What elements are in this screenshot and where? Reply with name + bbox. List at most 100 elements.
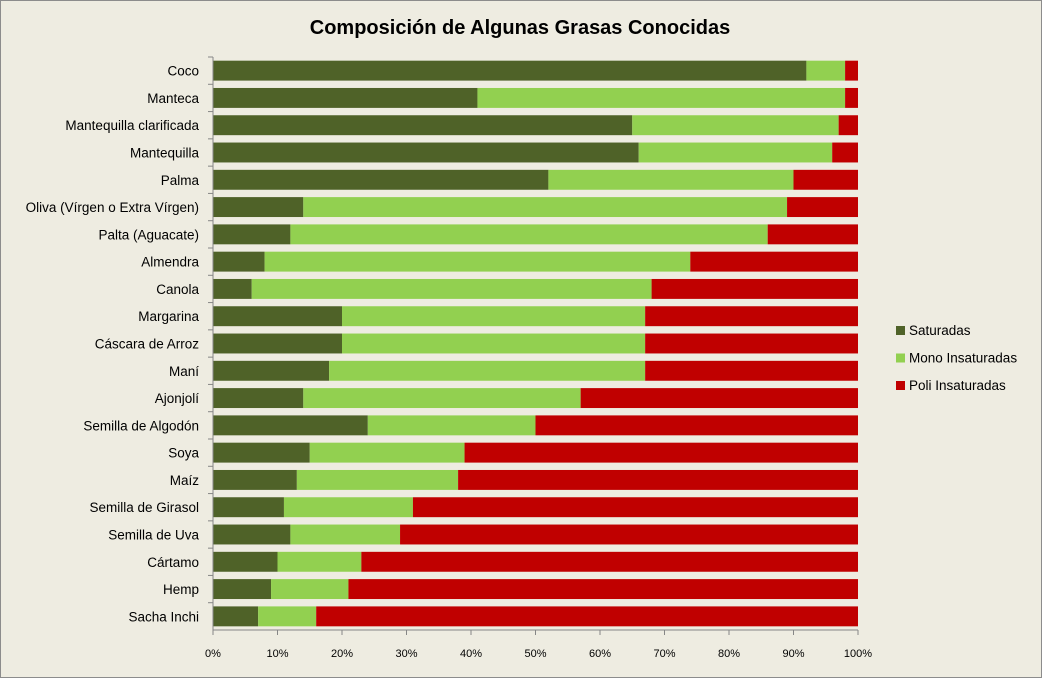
bar-segment xyxy=(316,606,858,627)
bar-segment xyxy=(271,579,349,600)
bar-segment xyxy=(638,142,833,163)
bar-segment xyxy=(296,469,459,490)
bar-segment xyxy=(213,442,310,463)
bar-segment xyxy=(580,388,858,409)
bar-segment xyxy=(361,551,858,572)
bar-segment xyxy=(213,360,330,381)
bar-segment xyxy=(213,115,633,136)
x-tick-label: 70% xyxy=(653,648,675,660)
x-tick-label: 60% xyxy=(589,648,611,660)
bar-segment xyxy=(213,251,265,272)
bar-segment xyxy=(213,469,297,490)
category-label: Mantequilla xyxy=(130,146,200,161)
category-label: Cáscara de Arroz xyxy=(95,337,200,352)
bar-segment xyxy=(651,278,858,299)
category-label: Ajonjolí xyxy=(155,391,200,406)
bar-segment xyxy=(645,333,858,354)
bar-segment xyxy=(213,524,291,545)
legend-label: Poli Insaturadas xyxy=(909,378,1006,393)
bar-segment xyxy=(412,497,858,518)
x-tick-label: 90% xyxy=(782,648,804,660)
bar-segment xyxy=(213,169,549,190)
bar-segment xyxy=(213,497,284,518)
bar-segment xyxy=(213,606,259,627)
bar-segment xyxy=(367,415,536,436)
category-label: Maní xyxy=(169,364,199,379)
bar-segment xyxy=(213,87,478,108)
x-tick-label: 30% xyxy=(395,648,417,660)
bar-segment xyxy=(251,278,652,299)
category-label: Semilla de Girasol xyxy=(89,500,199,515)
bar-segment xyxy=(342,333,646,354)
category-label: Semilla de Uva xyxy=(108,528,199,543)
bar-segment xyxy=(329,360,646,381)
category-label: Almendra xyxy=(141,255,199,270)
bar-segment xyxy=(548,169,794,190)
bar-segment xyxy=(213,197,304,218)
legend-label: Mono Insaturadas xyxy=(909,351,1017,366)
bar-segment xyxy=(309,442,465,463)
x-tick-label: 50% xyxy=(524,648,546,660)
bar-segment xyxy=(264,251,691,272)
category-label: Maíz xyxy=(170,473,200,488)
bar-segment xyxy=(213,333,342,354)
bar-segment xyxy=(838,115,858,136)
bar-segment xyxy=(258,606,317,627)
bar-segment xyxy=(845,87,858,108)
category-label: Coco xyxy=(167,64,199,79)
bar-segment xyxy=(277,551,362,572)
bar-segment xyxy=(213,306,342,327)
bar-segment xyxy=(303,388,581,409)
x-tick-label: 10% xyxy=(266,648,288,660)
bar-segment xyxy=(213,551,278,572)
category-label: Manteca xyxy=(147,91,199,106)
bar-segment xyxy=(213,579,272,600)
bar-segment xyxy=(645,306,858,327)
chart-title: Composición de Algunas Grasas Conocidas xyxy=(310,17,730,39)
category-label: Cártamo xyxy=(147,555,199,570)
category-label: Canola xyxy=(156,282,199,297)
bar-segment xyxy=(290,524,401,545)
x-tick-label: 100% xyxy=(844,648,872,660)
bar-segment xyxy=(213,415,368,436)
category-label: Sacha Inchi xyxy=(128,609,199,624)
bar-segment xyxy=(458,469,858,490)
category-label: Margarina xyxy=(138,309,199,324)
bar-segment xyxy=(400,524,858,545)
bar-segment xyxy=(787,197,858,218)
bar-segment xyxy=(213,388,304,409)
bar-segment xyxy=(535,415,858,436)
bar-segment xyxy=(213,278,252,299)
bar-segment xyxy=(213,142,639,163)
legend-swatch xyxy=(896,381,905,390)
bar-segment xyxy=(283,497,413,518)
category-label: Oliva (Vírgen o Extra Vírgen) xyxy=(26,200,199,215)
bar-segment xyxy=(290,224,768,245)
category-label: Semilla de Algodón xyxy=(83,418,199,433)
bar-segment xyxy=(342,306,646,327)
legend-swatch xyxy=(896,326,905,335)
category-label: Mantequilla clarificada xyxy=(65,118,199,133)
x-tick-label: 0% xyxy=(205,648,221,660)
bar-segment xyxy=(303,197,788,218)
bar-segment xyxy=(793,169,858,190)
bar-segment xyxy=(213,224,291,245)
x-tick-label: 80% xyxy=(718,648,740,660)
bar-segment xyxy=(845,60,858,81)
x-tick-label: 20% xyxy=(331,648,353,660)
bar-segment xyxy=(477,87,846,108)
bar-segment xyxy=(832,142,858,163)
bar-segment xyxy=(464,442,858,463)
bar-segment xyxy=(690,251,858,272)
bar-segment xyxy=(767,224,858,245)
bar-segment xyxy=(632,115,839,136)
bar-segment xyxy=(806,60,846,81)
bar-segment xyxy=(213,60,807,81)
bar-segment xyxy=(645,360,858,381)
category-label: Palta (Aguacate) xyxy=(98,227,199,242)
legend-label: Saturadas xyxy=(909,323,971,338)
category-label: Hemp xyxy=(163,582,199,597)
x-tick-label: 40% xyxy=(460,648,482,660)
category-label: Soya xyxy=(168,446,199,461)
